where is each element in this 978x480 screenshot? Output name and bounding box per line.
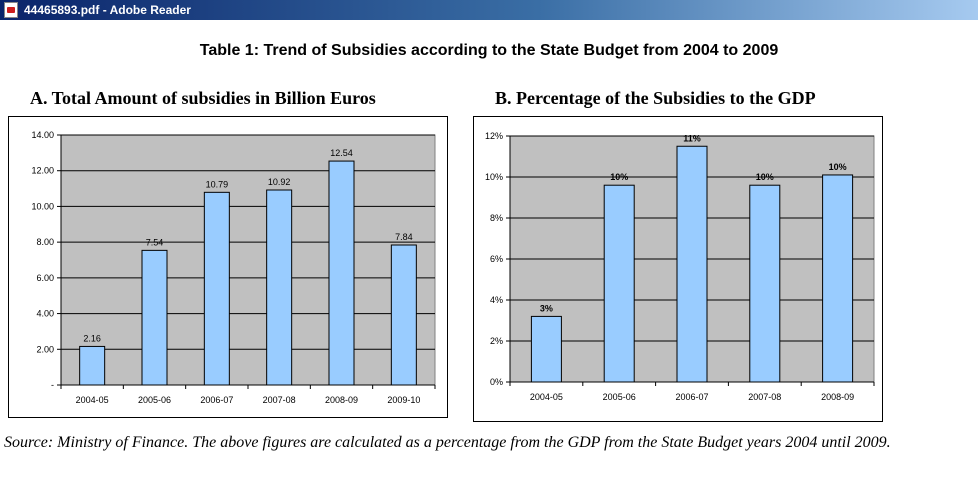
bar — [203, 191, 230, 386]
data-label: 11% — [683, 133, 701, 143]
data-label: 10.92 — [268, 177, 291, 187]
data-label: 7.54 — [146, 237, 164, 247]
pdf-file-icon — [4, 2, 18, 18]
chart-a: - 2.00 4.00 6.00 8.00 10.00 12.00 14.00 2.16 2004… — [8, 116, 448, 418]
x-tick-label: 2008-09 — [821, 392, 854, 402]
y-tick-label: 0% — [490, 377, 503, 387]
chart-b-svg: 0% 2% 4% 6% 8% 10% 12% 3% 2004-05 10% 2005-06 11% 20… — [485, 131, 875, 402]
x-tick-label: 2004-05 — [530, 392, 563, 402]
window-title: 44465893.pdf - Adobe Reader — [24, 3, 191, 17]
chart-a-svg: - 2.00 4.00 6.00 8.00 10.00 12.00 14.00 2.16 2004… — [31, 130, 436, 405]
bar — [822, 174, 854, 383]
chart-b: 0% 2% 4% 6% 8% 10% 12% 3% 2004-05 10% 2005-06 11% 20… — [473, 116, 883, 422]
document-title: Table 1: Trend of Subsidies according to… — [199, 42, 779, 59]
x-tick-label: 2006-07 — [200, 395, 233, 405]
data-label: 10% — [756, 172, 774, 182]
y-tick-label: 10% — [485, 172, 503, 182]
y-tick-label: 12% — [485, 131, 503, 141]
bar — [676, 145, 708, 383]
source-note: Source: Ministry of Finance. The above f… — [4, 434, 891, 451]
x-tick-label: 2005-06 — [603, 392, 636, 402]
x-tick-label: 2007-08 — [748, 392, 781, 402]
x-tick-label: 2007-08 — [263, 395, 296, 405]
chart-a-title: A. Total Amount of subsidies in Billion … — [30, 88, 376, 108]
bar — [749, 184, 781, 383]
bar — [390, 244, 417, 386]
y-tick-label: 4.00 — [36, 309, 54, 319]
x-tick-label: 2009-10 — [387, 395, 420, 405]
window-titlebar[interactable]: 44465893.pdf - Adobe Reader — [0, 0, 978, 20]
y-tick-label: 14.00 — [31, 130, 54, 140]
x-tick-label: 2006-07 — [675, 392, 708, 402]
y-tick-label: 4% — [490, 295, 503, 305]
data-label: 10% — [829, 162, 847, 172]
data-label: 12.54 — [330, 148, 353, 158]
y-tick-label: 10.00 — [31, 201, 54, 211]
bar — [603, 184, 635, 383]
y-tick-label: 2.00 — [36, 344, 54, 354]
x-tick-label: 2008-09 — [325, 395, 358, 405]
chart-b-title: B. Percentage of the Subsidies to the GD… — [495, 88, 816, 108]
data-label: 3% — [540, 303, 553, 313]
y-tick-label: 8.00 — [36, 237, 54, 247]
y-tick-label: 6% — [490, 254, 503, 264]
bar — [530, 315, 562, 383]
bar — [79, 345, 106, 386]
bar — [328, 160, 355, 386]
y-tick-label: 12.00 — [31, 166, 54, 176]
plot-area — [60, 134, 436, 386]
y-tick-label: 2% — [490, 336, 503, 346]
data-label: 2.16 — [83, 333, 101, 343]
bar — [141, 249, 168, 386]
data-label: 10% — [610, 172, 628, 182]
data-label: 7.84 — [395, 232, 413, 242]
data-label: 10.79 — [206, 179, 229, 189]
y-tick-label: 6.00 — [36, 273, 54, 283]
y-tick-label: - — [51, 380, 54, 390]
x-tick-label: 2005-06 — [138, 395, 171, 405]
x-tick-label: 2004-05 — [76, 395, 109, 405]
bar — [266, 189, 293, 386]
y-tick-label: 8% — [490, 213, 503, 223]
